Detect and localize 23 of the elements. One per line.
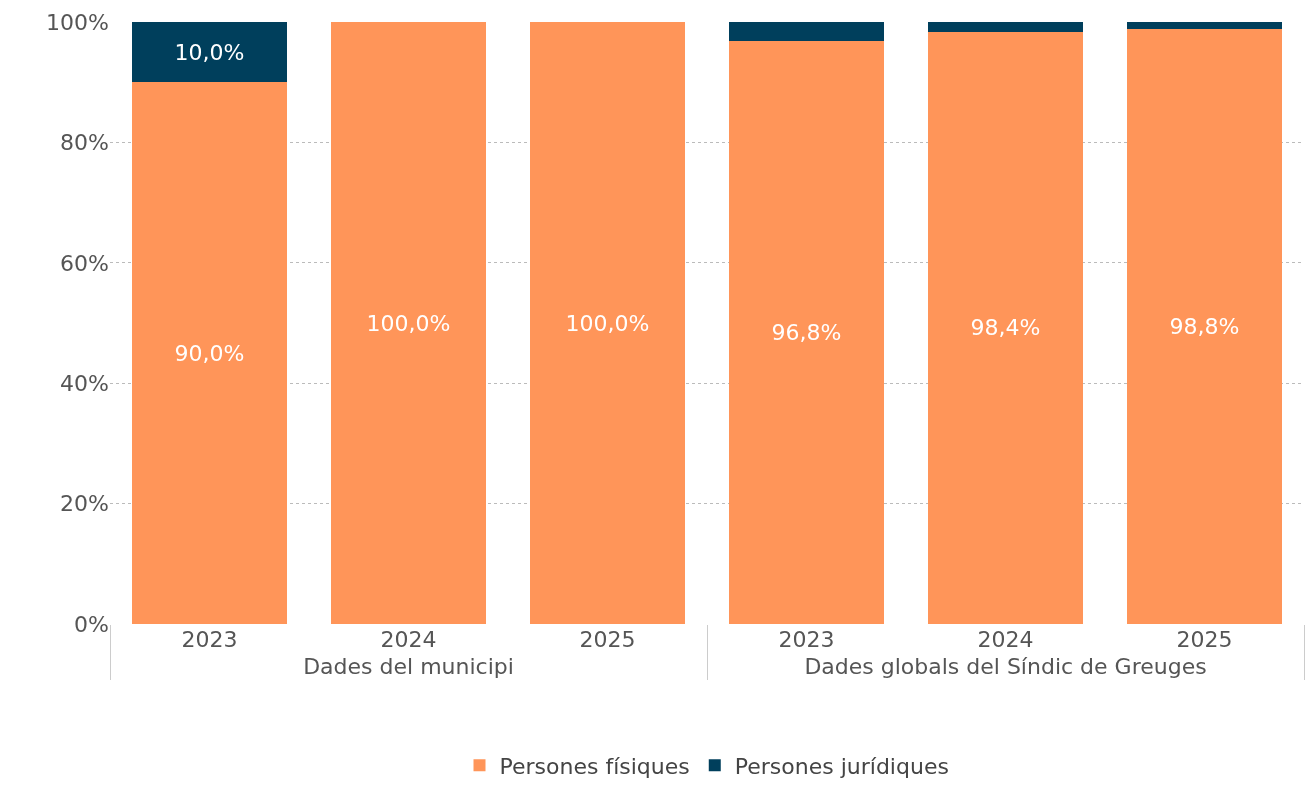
text: Dades globals del Síndic de Greuges [804, 654, 1207, 679]
text: Dades del municipi [303, 654, 514, 679]
y-tick-label: 0% [74, 611, 109, 637]
data-label: 10,0% [174, 39, 245, 65]
y-tick-label: 100% [46, 9, 109, 35]
x-tick-label: 2023 [778, 627, 835, 652]
data-label: 96,8% [771, 320, 842, 346]
x-tick-label: 2023 [181, 627, 238, 652]
data-label: 90,0% [174, 340, 245, 366]
legend-label: Persones físiques [499, 753, 690, 779]
x-tick-label: 2024 [977, 627, 1034, 652]
data-label: 100,0% [366, 310, 451, 336]
x-tick-label: 2025 [1176, 627, 1233, 652]
x-tick-label: 2025 [579, 627, 636, 652]
data-label: 98,4% [970, 315, 1041, 341]
x-tick-label: 2024 [380, 627, 437, 652]
y-tick-label: 60% [60, 250, 109, 276]
y-tick-label: 40% [60, 370, 109, 396]
data-label: 100,0% [565, 310, 650, 336]
y-tick-label: 20% [60, 491, 109, 517]
legend-label: Persones jurídiques [734, 753, 949, 779]
data-label: 98,8% [1169, 314, 1240, 340]
y-tick-label: 80% [60, 130, 109, 156]
